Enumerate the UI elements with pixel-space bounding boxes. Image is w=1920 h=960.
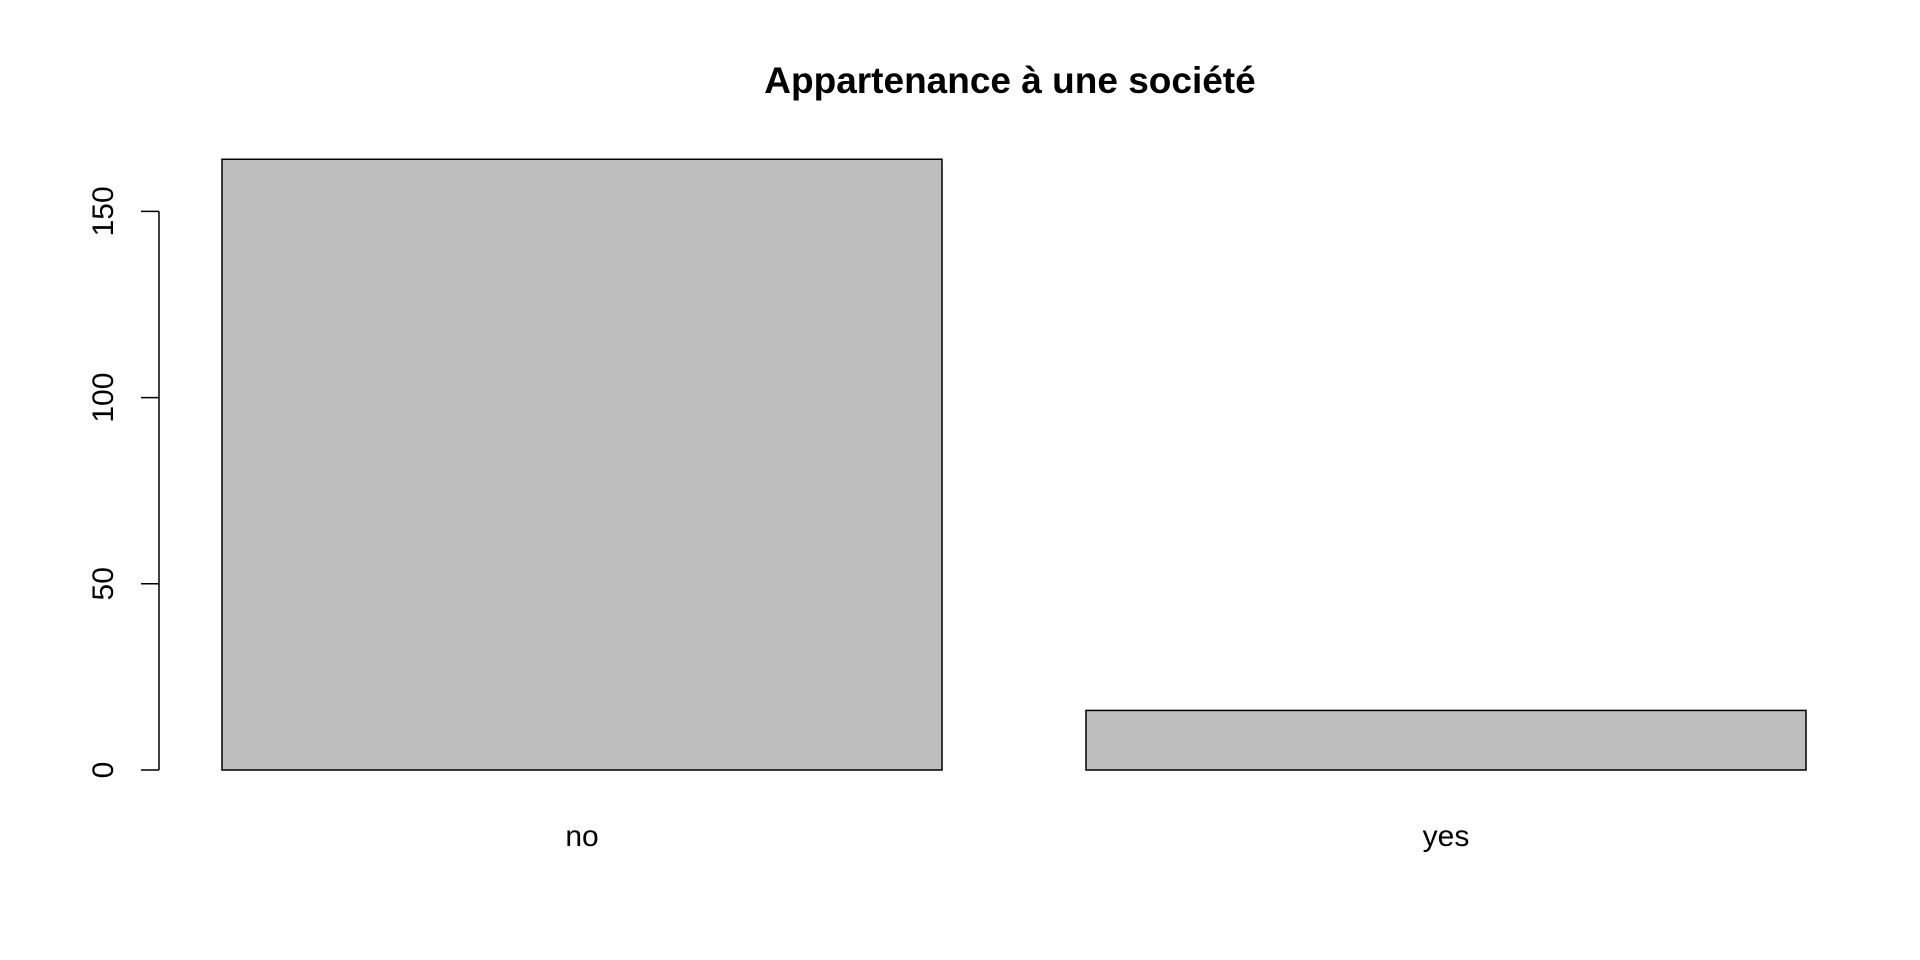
chart-title: Appartenance à une société <box>764 60 1255 101</box>
bar-no <box>221 158 943 771</box>
y-tick-label: 100 <box>87 373 120 423</box>
y-tick-label: 150 <box>87 186 120 236</box>
bars-group <box>221 158 1807 771</box>
x-category-label-no: no <box>565 820 598 853</box>
bar-yes <box>1085 709 1807 771</box>
x-category-label-yes: yes <box>1423 820 1470 853</box>
y-tick-label: 50 <box>87 567 120 600</box>
x-category-labels: no yes <box>565 820 1469 853</box>
y-axis: 0 50 100 150 <box>87 186 160 779</box>
y-tick-label: 0 <box>87 762 120 779</box>
